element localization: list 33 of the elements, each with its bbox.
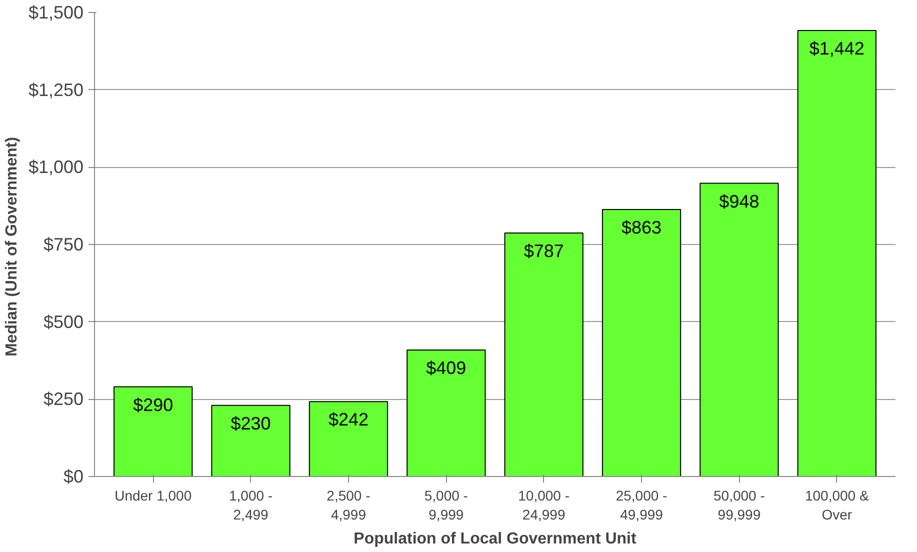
bar bbox=[211, 404, 290, 476]
data-label: $863 bbox=[622, 218, 662, 238]
data-label: $242 bbox=[328, 410, 368, 430]
y-axis-title: Median (Unit of Government) bbox=[3, 136, 20, 356]
data-label: $787 bbox=[524, 241, 564, 262]
x-axis-title: Population of Local Government Unit bbox=[354, 530, 638, 548]
bar bbox=[602, 209, 682, 476]
y-tick-label: $250 bbox=[43, 389, 84, 410]
y-tick-label: $0 bbox=[63, 466, 84, 486]
x-tick-label: Under 1,000 bbox=[114, 488, 192, 504]
y-tick-label: $1,000 bbox=[28, 157, 84, 178]
bar bbox=[406, 349, 486, 476]
bar bbox=[504, 232, 584, 476]
data-label: $290 bbox=[133, 394, 174, 415]
data-label: $948 bbox=[719, 191, 760, 212]
x-tick-label: 2,500 - 4,999 bbox=[326, 488, 371, 523]
bar bbox=[114, 386, 193, 476]
x-tick-label: 25,000 - 49,999 bbox=[616, 488, 668, 523]
bar bbox=[700, 182, 779, 476]
data-label: $409 bbox=[426, 358, 466, 378]
data-label: $230 bbox=[230, 413, 271, 434]
x-tick-label: 5,000 - 9,999 bbox=[424, 488, 468, 523]
x-tick-label: 50,000 - 99,999 bbox=[714, 488, 766, 523]
x-tick-label: 1,000 - 2,499 bbox=[229, 488, 273, 523]
y-tick-label: $1,500 bbox=[28, 2, 84, 22]
bar bbox=[797, 30, 876, 476]
bar bbox=[308, 401, 388, 476]
y-tick-label: $1,250 bbox=[28, 80, 84, 100]
x-tick-label: 100,000 & Over bbox=[804, 488, 870, 523]
y-tick-label: $750 bbox=[43, 234, 84, 254]
y-tick-label: $500 bbox=[43, 312, 84, 332]
data-label: $1,442 bbox=[809, 38, 864, 58]
x-tick-label: 10,000 - 24,999 bbox=[518, 488, 570, 523]
